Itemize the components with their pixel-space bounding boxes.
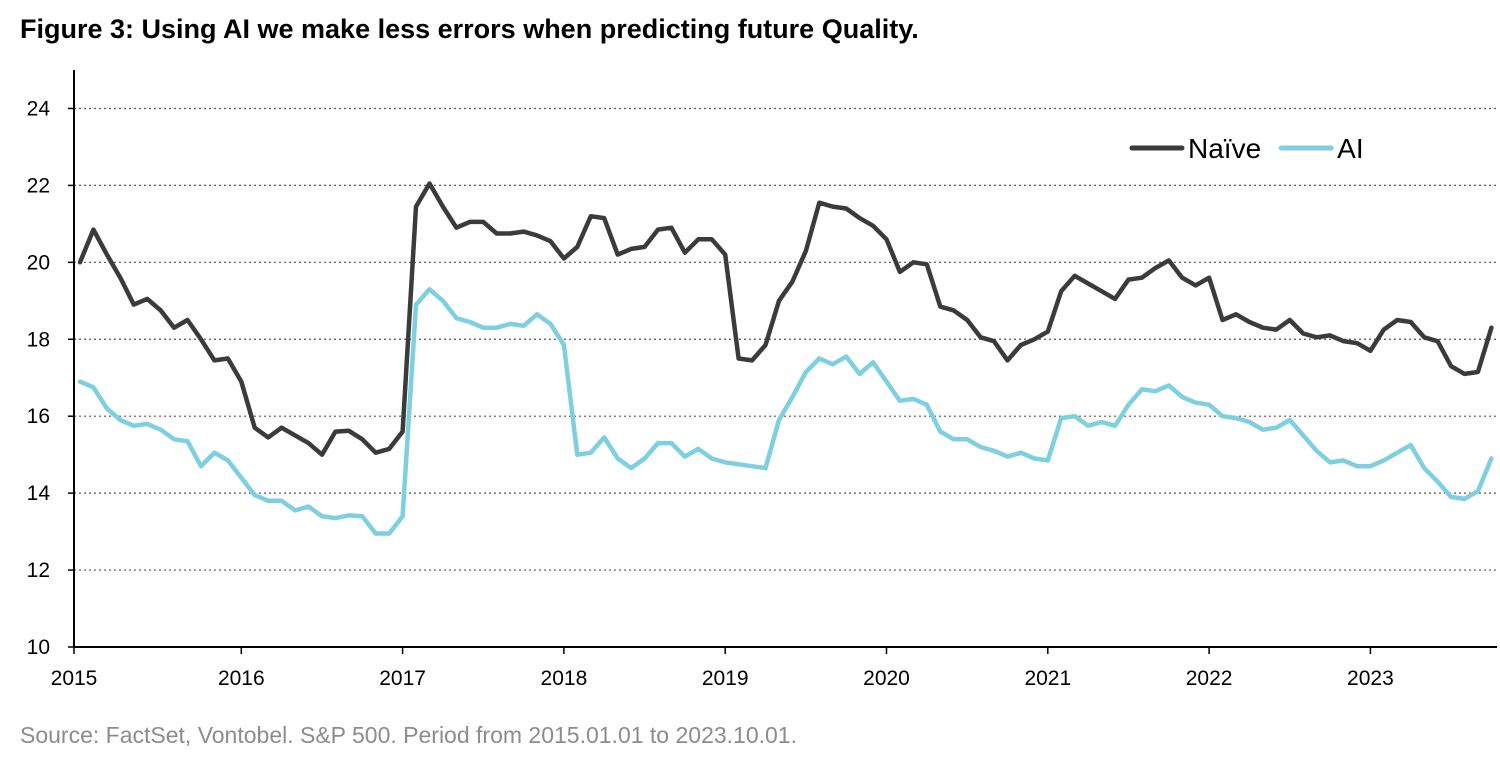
x-tick-label: 2020 [863, 667, 910, 690]
y-tick-label: 16 [27, 405, 50, 428]
series-line-na-ve [77, 181, 1494, 457]
x-tick-label: 2021 [1024, 667, 1071, 690]
y-tick-label: 20 [27, 251, 50, 274]
x-tick-label: 2022 [1186, 667, 1233, 690]
series-lines [77, 181, 1494, 536]
legend-label: Naïve [1188, 133, 1261, 164]
x-axis-ticks: 2015 2016 2017 2018 2019 2020 2021 2022 2023 [51, 647, 1394, 690]
x-tick-label: 2019 [702, 667, 749, 690]
y-tick-label: 24 [27, 97, 51, 120]
y-tick-label: 22 [27, 174, 50, 197]
source-note: Source: FactSet, Vontobel. S&P 500. Peri… [20, 722, 797, 748]
x-tick-label: 2018 [541, 667, 588, 690]
x-tick-label: 2015 [51, 667, 98, 690]
y-axis-ticks: 10 12 14 16 18 20 22 24 [27, 97, 74, 659]
y-tick-label: 12 [27, 559, 50, 582]
x-tick-label: 2016 [218, 667, 265, 690]
chart-title: Figure 3: Using AI we make less errors w… [20, 14, 919, 44]
axes [73, 70, 1497, 648]
series-line-ai [77, 287, 1494, 536]
y-tick-label: 10 [27, 636, 50, 659]
x-tick-label: 2017 [379, 667, 426, 690]
legend-label: AI [1337, 133, 1363, 164]
grid-lines [74, 107, 1497, 571]
y-tick-label: 14 [27, 482, 51, 505]
y-tick-label: 18 [27, 328, 50, 351]
legend: Naïve AI [1129, 133, 1364, 164]
x-tick-label: 2023 [1347, 667, 1394, 690]
